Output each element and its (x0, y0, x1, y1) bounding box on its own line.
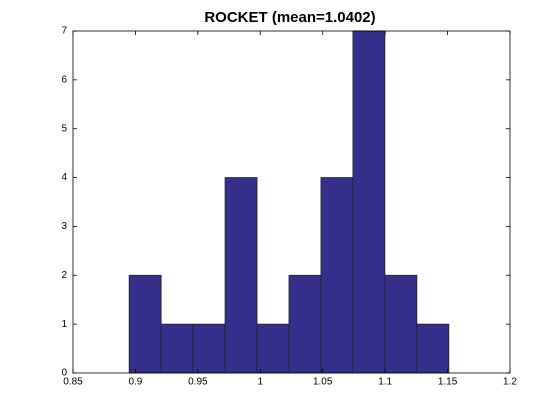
bar (160, 323, 194, 374)
y-tick-label: 2 (61, 270, 67, 281)
x-tick-label: 1.2 (503, 377, 517, 388)
bar (128, 274, 162, 374)
bar (320, 177, 354, 374)
bar (224, 177, 258, 374)
x-tick-label: 1 (258, 377, 264, 388)
y-tick-label: 4 (61, 172, 67, 183)
y-tick-label: 1 (61, 319, 67, 330)
chart-title: ROCKET (mean=1.0402) (204, 9, 375, 26)
y-tick-label: 5 (61, 123, 67, 134)
bar (192, 323, 226, 374)
x-tick-label: 1.15 (438, 377, 458, 388)
x-tick-label: 0.95 (188, 377, 208, 388)
bar (256, 323, 290, 374)
x-tick-label: 1.1 (378, 377, 392, 388)
y-tick-label: 6 (61, 74, 67, 85)
plot-frame (72, 30, 511, 374)
bar (416, 323, 450, 374)
y-tick-label: 0 (61, 368, 67, 379)
x-tick-label: 1.05 (313, 377, 333, 388)
y-tick-label: 3 (61, 221, 67, 232)
bar (288, 274, 322, 374)
bar (384, 274, 418, 374)
bar (352, 30, 386, 374)
x-tick-label: 0.85 (63, 377, 83, 388)
x-tick-label: 0.9 (128, 377, 142, 388)
y-tick-label: 7 (61, 26, 67, 37)
